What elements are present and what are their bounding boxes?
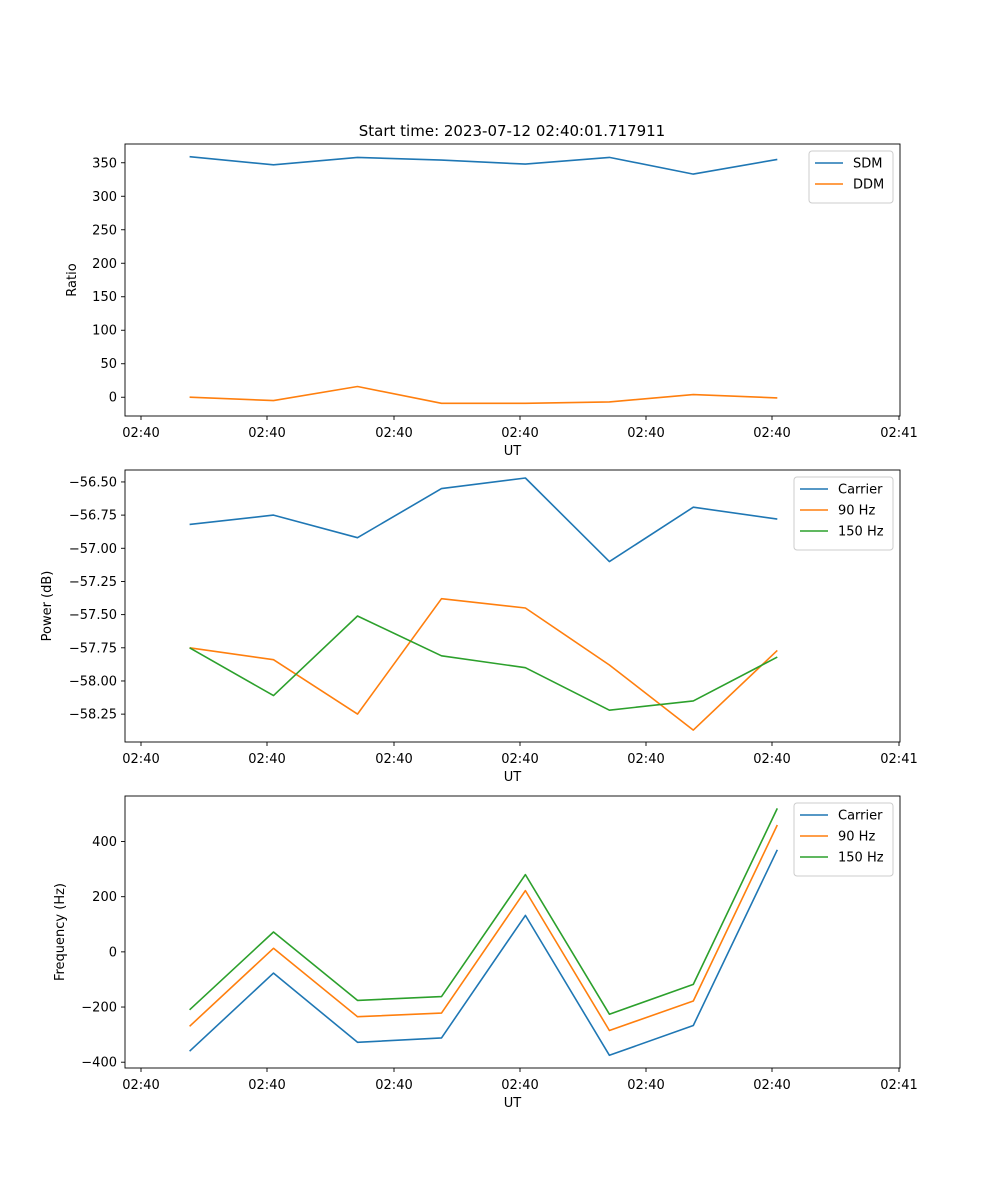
x-axis-label: UT — [504, 770, 522, 785]
y-tick-label: 250 — [92, 223, 117, 238]
x-axis-label: UT — [504, 1096, 522, 1111]
y-tick-label: 200 — [92, 890, 117, 905]
x-tick-label: 02:41 — [880, 426, 917, 441]
axes-frame — [124, 143, 901, 417]
y-tick-label: −400 — [81, 1056, 117, 1071]
x-tick-label: 02:40 — [501, 1078, 538, 1093]
series-line-carrier — [189, 477, 778, 563]
legend-entry: 90 Hz — [838, 504, 875, 519]
legend-entry: Carrier — [838, 483, 883, 498]
x-axis-label: UT — [504, 444, 522, 459]
legend-entry: 150 Hz — [838, 851, 884, 866]
y-tick-label: −57.25 — [69, 575, 117, 590]
legend-entry: 150 Hz — [838, 525, 884, 540]
series-line-carrier — [189, 849, 779, 1057]
panels: 02:40 02:40 02:40 02:40 02:40 02:40 02:41 0 50 10… — [40, 143, 918, 1111]
series-line-150-hz — [189, 615, 778, 712]
x-tick-label: 02:40 — [375, 426, 412, 441]
series-line-sdm — [189, 155, 778, 175]
y-tick-label: 400 — [92, 835, 117, 850]
y-tick-label: 0 — [109, 945, 117, 960]
x-tick-label: 02:40 — [753, 752, 790, 767]
y-axis-label: Power (dB) — [40, 571, 55, 642]
y-tick-label: −56.50 — [69, 475, 117, 490]
series-line-90-hz — [189, 597, 778, 731]
panel-1: 02:40 02:40 02:40 02:40 02:40 02:40 02:41 0 50 10… — [65, 143, 918, 459]
x-tick-label: 02:40 — [122, 426, 159, 441]
x-tick-label: 02:40 — [753, 1078, 790, 1093]
panel-3: 02:40 02:40 02:40 02:40 02:40 02:40 02:41 −400 −… — [53, 795, 918, 1111]
y-tick-label: 150 — [92, 290, 117, 305]
y-tick-label: 350 — [92, 156, 117, 171]
y-tick-label: 0 — [109, 391, 117, 406]
legend-entry: 90 Hz — [838, 830, 875, 845]
legend-entry: Carrier — [838, 809, 883, 824]
figure-title: Start time: 2023-07-12 02:40:01.717911 — [359, 122, 665, 140]
y-tick-label: 50 — [100, 357, 117, 372]
x-tick-label: 02:40 — [248, 752, 285, 767]
x-tick-label: 02:40 — [375, 1078, 412, 1093]
y-tick-label: −56.75 — [69, 509, 117, 524]
y-tick-label: −57.00 — [69, 542, 117, 557]
x-tick-label: 02:40 — [627, 752, 664, 767]
legend: Carrier 90 Hz 150 Hz — [793, 802, 894, 877]
series-line-150-hz — [189, 808, 779, 1016]
legend: Carrier 90 Hz 150 Hz — [793, 476, 894, 551]
x-tick-label: 02:41 — [880, 1078, 917, 1093]
legend-entry: SDM — [853, 157, 882, 172]
legend-entry: DDM — [853, 178, 884, 193]
x-tick-label: 02:40 — [122, 1078, 159, 1093]
axes-frame — [124, 469, 901, 743]
x-tick-label: 02:40 — [248, 426, 285, 441]
y-tick-label: −58.00 — [69, 674, 117, 689]
x-tick-label: 02:40 — [375, 752, 412, 767]
x-tick-label: 02:41 — [880, 752, 917, 767]
panel-2: 02:40 02:40 02:40 02:40 02:40 02:40 02:41 −58.2… — [40, 469, 918, 785]
y-tick-label: 100 — [92, 324, 117, 339]
y-tick-label: −57.50 — [69, 608, 117, 623]
x-tick-label: 02:40 — [501, 426, 538, 441]
y-tick-label: −57.75 — [69, 641, 117, 656]
series-line-ddm — [189, 385, 778, 405]
y-tick-label: 200 — [92, 257, 117, 272]
y-tick-label: −58.25 — [69, 708, 117, 723]
x-tick-label: 02:40 — [122, 752, 159, 767]
y-axis-label: Frequency (Hz) — [53, 883, 68, 981]
axes-frame — [124, 795, 901, 1069]
y-tick-label: −200 — [81, 1001, 117, 1016]
x-tick-label: 02:40 — [627, 426, 664, 441]
y-tick-label: 300 — [92, 190, 117, 205]
x-tick-label: 02:40 — [501, 752, 538, 767]
legend-box — [808, 150, 894, 204]
y-axis-label: Ratio — [65, 263, 80, 296]
x-tick-label: 02:40 — [753, 426, 790, 441]
legend: SDM DDM — [808, 150, 894, 204]
x-tick-label: 02:40 — [627, 1078, 664, 1093]
series-line-90-hz — [189, 824, 779, 1032]
x-tick-label: 02:40 — [248, 1078, 285, 1093]
